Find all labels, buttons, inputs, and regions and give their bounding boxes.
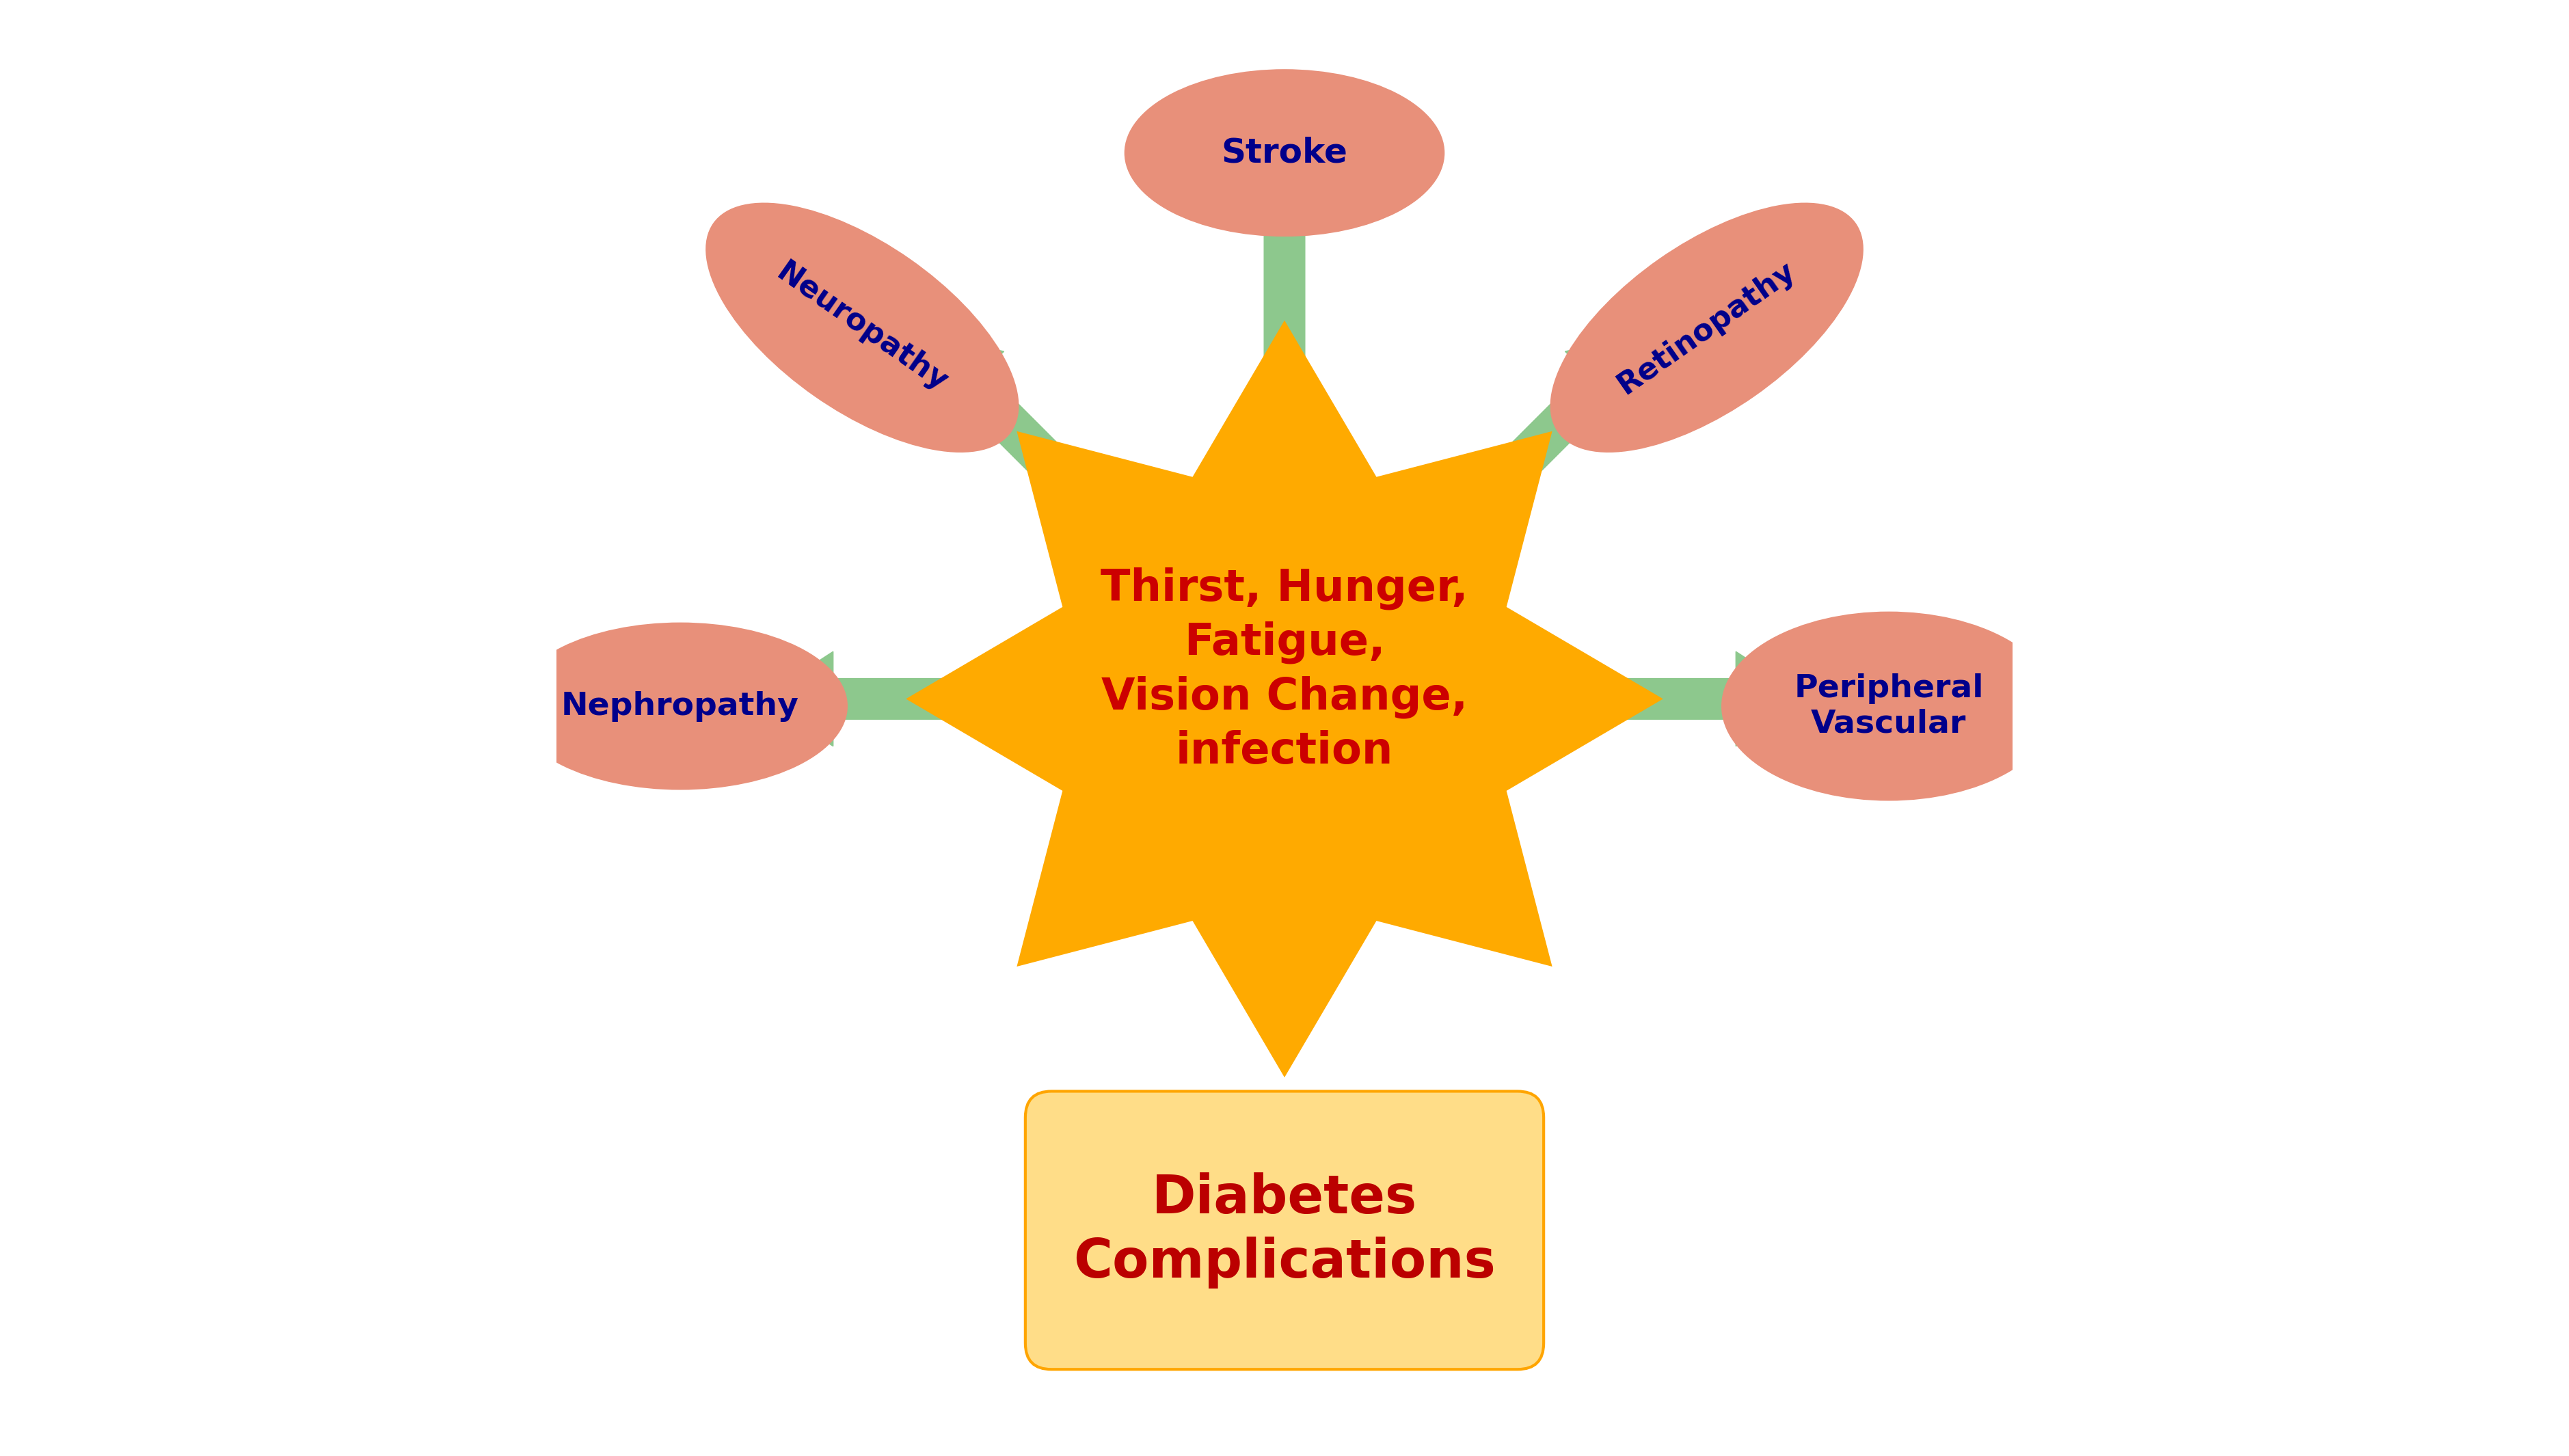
FancyBboxPatch shape [1025,1092,1544,1369]
Text: Thirst, Hunger,
Fatigue,
Vision Change,
infection: Thirst, Hunger, Fatigue, Vision Change, … [1100,566,1469,773]
Text: Diabetes
Complications: Diabetes Complications [1074,1172,1495,1289]
Text: Peripheral
Vascular: Peripheral Vascular [1793,673,1983,740]
FancyArrow shape [1598,652,1809,745]
Ellipse shape [1721,612,2055,801]
FancyArrow shape [1493,333,1649,492]
Text: Stroke: Stroke [1220,137,1349,169]
Ellipse shape [706,202,1020,453]
FancyArrow shape [760,652,971,745]
Text: Nephropathy: Nephropathy [560,690,799,722]
FancyArrow shape [1238,153,1331,386]
Polygon shape [907,320,1662,1077]
FancyArrow shape [920,333,1076,492]
Ellipse shape [514,622,848,789]
Ellipse shape [1125,68,1444,236]
Ellipse shape [1549,202,1863,453]
Text: Neuropathy: Neuropathy [771,258,953,397]
Text: Retinopathy: Retinopathy [1613,255,1801,400]
